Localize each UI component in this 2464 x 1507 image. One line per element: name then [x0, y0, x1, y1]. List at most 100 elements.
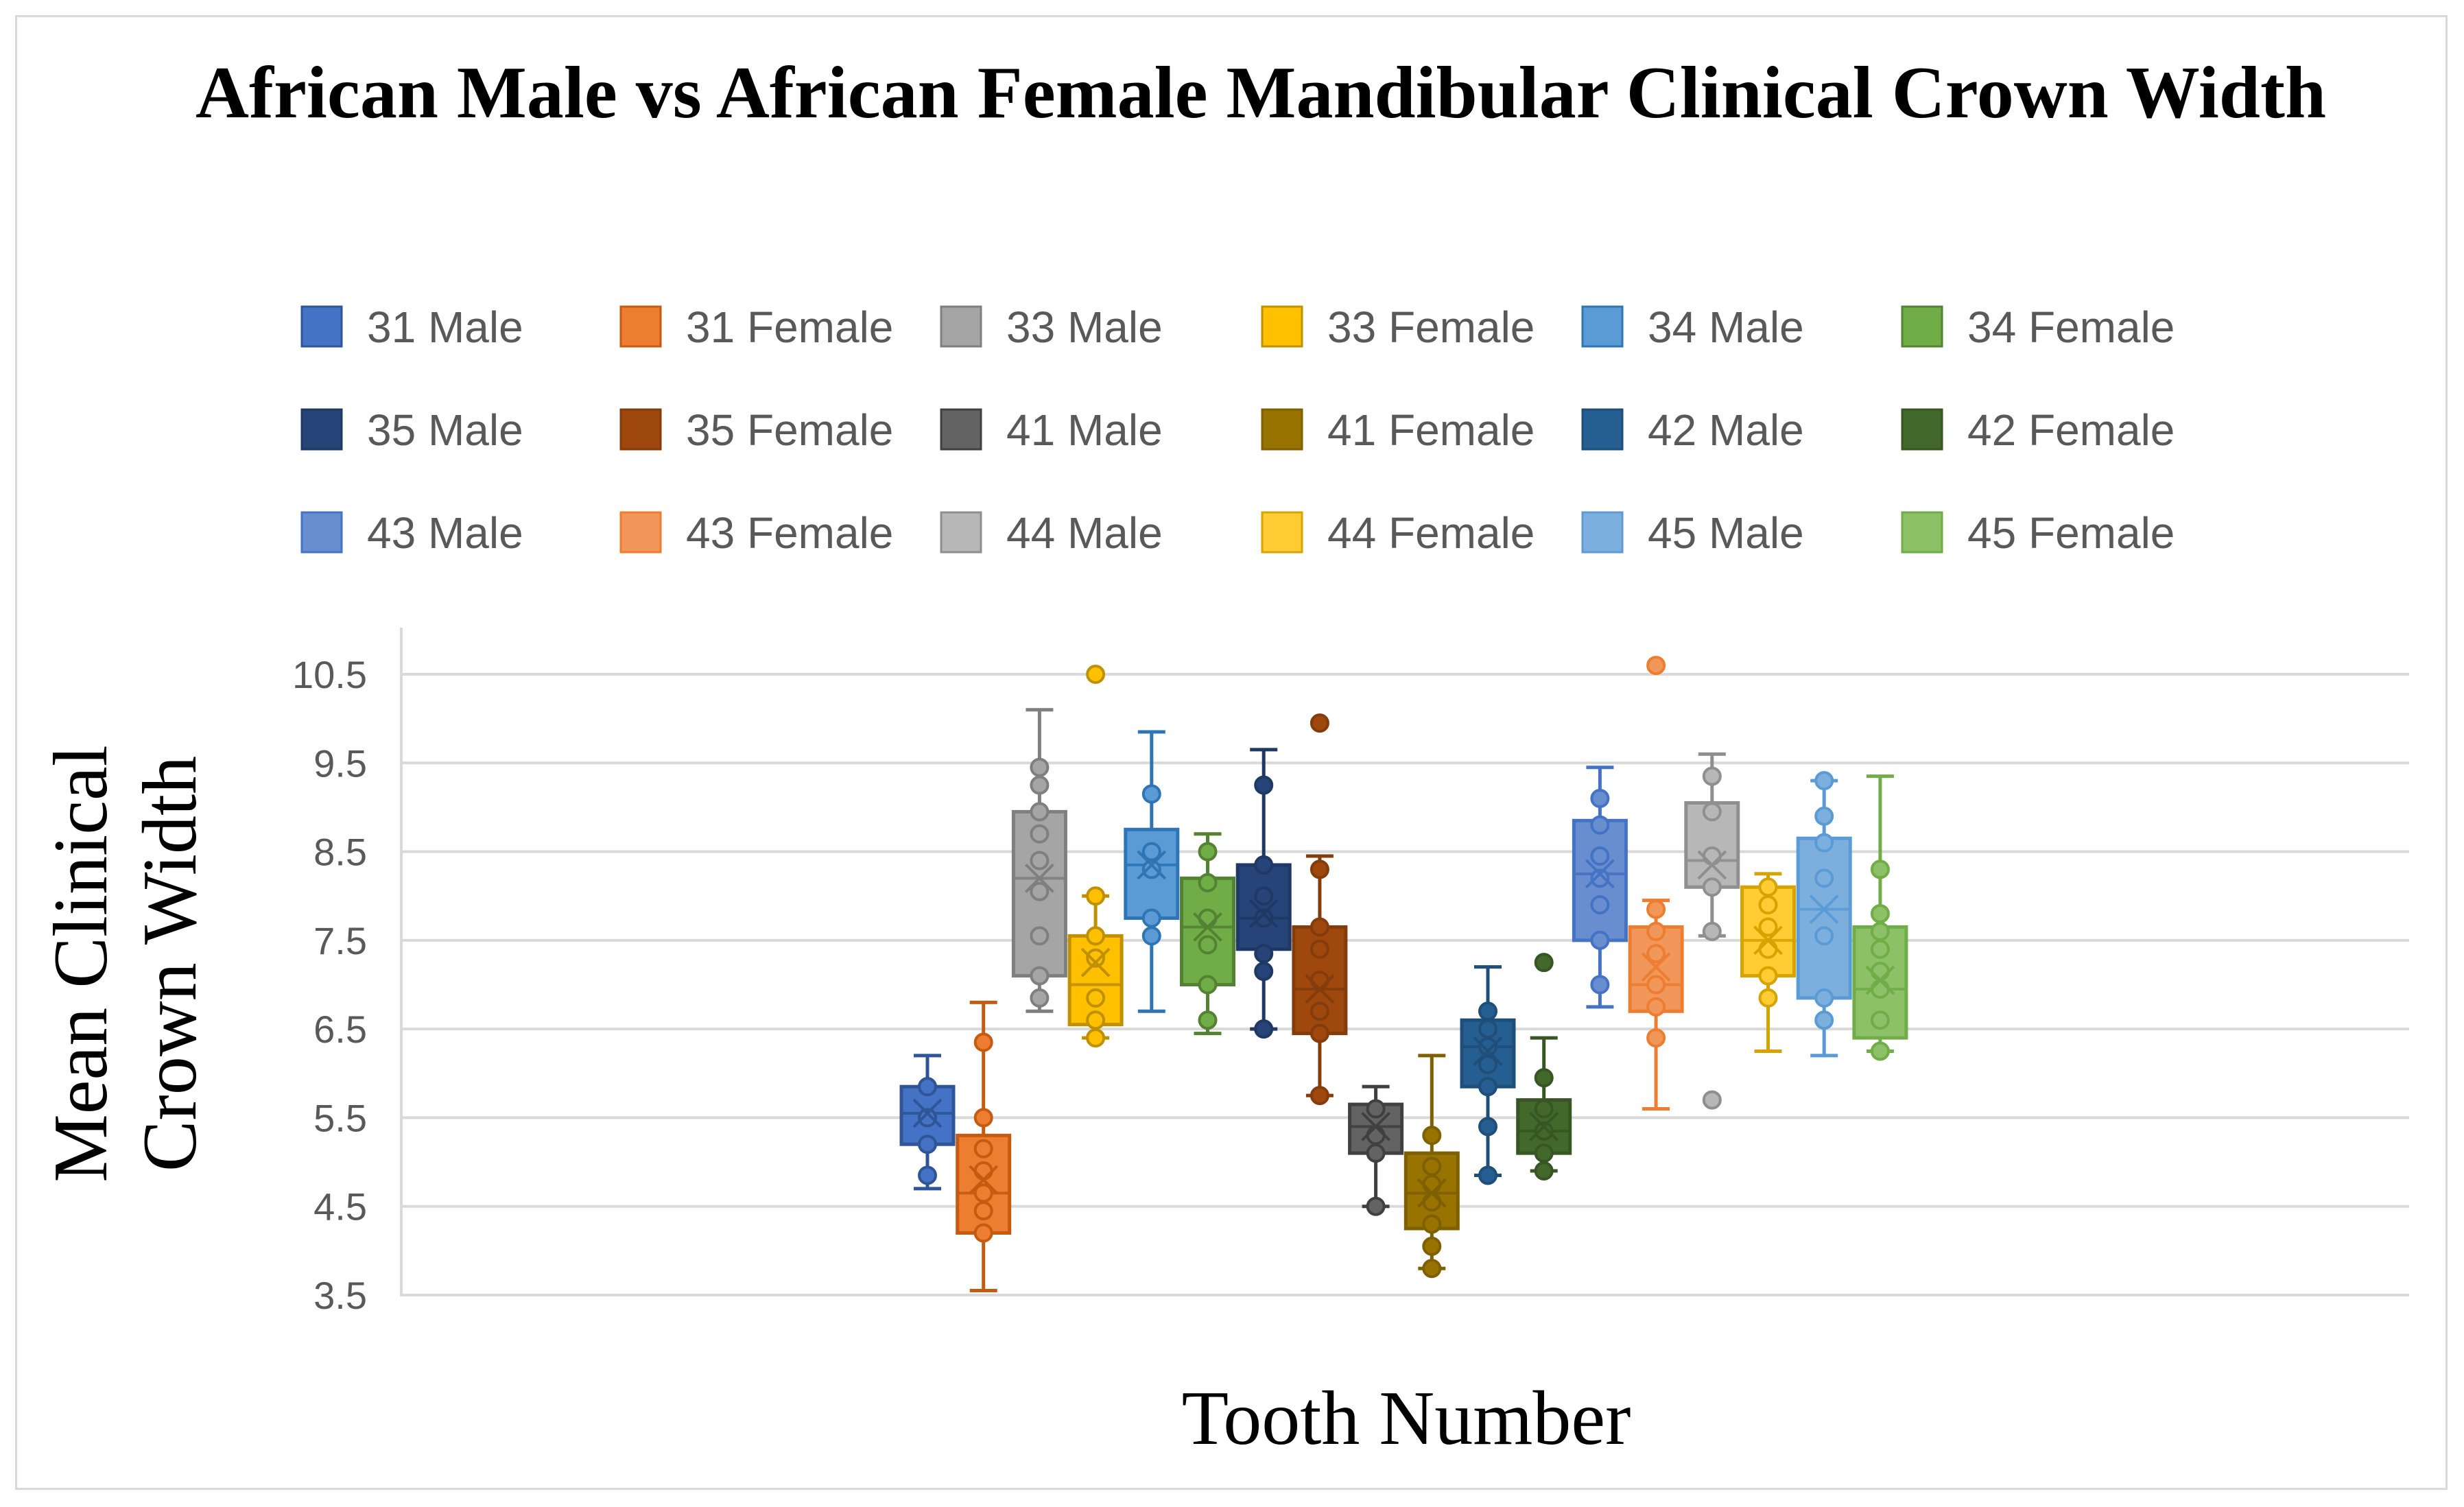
data-point-42-female-3 [1534, 1099, 1554, 1119]
legend-swatch-43-male [300, 511, 343, 554]
data-point-45-female-4 [1870, 939, 1890, 959]
data-point-33-female-0 [1086, 1028, 1106, 1048]
data-point-33-female-2 [1086, 988, 1106, 1008]
data-point-41-female-2 [1422, 1214, 1442, 1234]
data-point-33-male-7 [1030, 775, 1050, 795]
data-point-35-female-5 [1310, 917, 1329, 937]
data-point-44-male-5 [1702, 766, 1722, 786]
legend-item-33-male: 33 Male [940, 302, 1163, 352]
legend-item-43-female: 43 Female [619, 508, 893, 558]
mean-marker-45-male [1809, 894, 1839, 925]
data-point-45-female-5 [1870, 921, 1890, 941]
legend-label-35-male: 35 Male [367, 405, 523, 455]
data-point-31-male-2 [918, 1108, 937, 1128]
data-point-41-female-3 [1422, 1192, 1442, 1212]
data-point-45-female-6 [1870, 904, 1890, 924]
x-axis-title: Tooth Number [1182, 1376, 1631, 1461]
legend-label-45-male: 45 Male [1648, 508, 1804, 558]
legend-item-31-female: 31 Female [619, 302, 893, 352]
mean-marker-33-male [1024, 863, 1054, 893]
data-point-33-female-6 [1086, 665, 1106, 684]
legend-swatch-35-male [300, 408, 343, 451]
data-point-42-female-2 [1534, 1121, 1554, 1141]
legend-swatch-41-male [940, 408, 982, 451]
data-point-35-female-2 [1310, 1001, 1329, 1021]
y-tick-label-5-5: 5.5 [313, 1096, 367, 1139]
data-point-41-female-6 [1422, 1126, 1442, 1146]
data-point-31-male-0 [918, 1165, 937, 1185]
legend-label-44-male: 44 Male [1006, 508, 1163, 558]
mean-marker-41-female [1417, 1178, 1447, 1208]
data-point-41-female-1 [1422, 1236, 1442, 1256]
legend-item-42-male: 42 Male [1581, 405, 1804, 455]
data-point-45-male-4 [1814, 833, 1834, 853]
data-point-31-male-1 [918, 1135, 937, 1154]
data-point-44-female-4 [1758, 895, 1778, 915]
legend-label-31-female: 31 Female [686, 302, 893, 352]
legend-item-41-female: 41 Female [1261, 405, 1535, 455]
mean-marker-45-female [1865, 965, 1895, 995]
data-point-34-male-3 [1141, 842, 1161, 862]
data-point-44-male-0 [1702, 1090, 1722, 1110]
legend-swatch-45-female [1901, 511, 1943, 554]
legend-item-35-male: 35 Male [300, 405, 523, 455]
data-point-35-female-1 [1310, 1023, 1329, 1043]
data-point-31-male-3 [918, 1077, 937, 1097]
data-point-34-female-4 [1198, 873, 1218, 892]
data-point-42-female-1 [1534, 1143, 1554, 1163]
data-point-43-female-3 [1646, 944, 1666, 964]
box-31-male [899, 1054, 956, 1191]
legend-item-43-male: 43 Male [300, 508, 523, 558]
data-point-33-male-8 [1030, 757, 1050, 777]
data-point-34-female-0 [1198, 1010, 1218, 1030]
box-33-female [1067, 665, 1124, 1048]
box-43-female [1628, 656, 1684, 1111]
legend-item-34-male: 34 Male [1581, 302, 1804, 352]
box-34-male [1124, 730, 1180, 1013]
box-44-female [1740, 872, 1796, 1053]
data-point-34-female-3 [1198, 908, 1218, 928]
data-point-41-male-1 [1366, 1143, 1386, 1163]
legend-label-45-female: 45 Female [1967, 508, 2175, 558]
data-point-45-female-2 [1870, 979, 1890, 999]
legend-item-31-male: 31 Male [300, 302, 523, 352]
data-point-44-male-3 [1702, 846, 1722, 866]
legend-swatch-33-male [940, 305, 982, 348]
data-point-44-female-1 [1758, 966, 1778, 986]
data-point-31-female-6 [973, 1032, 993, 1052]
data-point-43-male-0 [1590, 975, 1610, 995]
data-point-42-female-0 [1534, 1161, 1554, 1180]
data-point-41-male-0 [1366, 1196, 1386, 1216]
data-point-42-male-6 [1478, 1001, 1497, 1021]
iqr-box-34-female [1180, 876, 1235, 987]
legend-item-41-male: 41 Male [940, 405, 1163, 455]
data-point-42-female-5 [1534, 953, 1554, 973]
mean-marker-34-male [1137, 850, 1167, 880]
data-point-31-female-5 [973, 1108, 993, 1128]
box-42-male [1460, 965, 1516, 1185]
legend-item-45-female: 45 Female [1901, 508, 2175, 558]
iqr-box-45-male [1796, 836, 1852, 1000]
data-point-45-male-1 [1814, 988, 1834, 1008]
legend-swatch-34-female [1901, 305, 1943, 348]
legend-label-34-female: 34 Female [1967, 302, 2175, 352]
legend-swatch-42-female [1901, 408, 1943, 451]
data-point-34-male-0 [1141, 926, 1161, 946]
data-point-41-male-3 [1366, 1099, 1386, 1119]
chart-title: African Male vs African Female Mandibula… [196, 52, 2327, 134]
legend-item-33-female: 33 Female [1261, 302, 1535, 352]
data-point-42-male-2 [1478, 1077, 1497, 1097]
data-point-33-male-1 [1030, 966, 1050, 986]
data-point-45-female-7 [1870, 859, 1890, 879]
data-point-35-female-7 [1310, 713, 1329, 733]
mean-marker-44-female [1753, 925, 1783, 956]
legend-swatch-34-male [1581, 305, 1624, 348]
data-point-42-male-1 [1478, 1117, 1497, 1137]
data-point-31-female-4 [973, 1139, 993, 1159]
legend-swatch-44-female [1261, 511, 1303, 554]
legend-label-33-male: 33 Male [1006, 302, 1163, 352]
data-point-31-female-3 [973, 1161, 993, 1180]
y-tick-label-3-5: 3.5 [313, 1274, 367, 1317]
data-point-33-female-1 [1086, 1010, 1106, 1030]
